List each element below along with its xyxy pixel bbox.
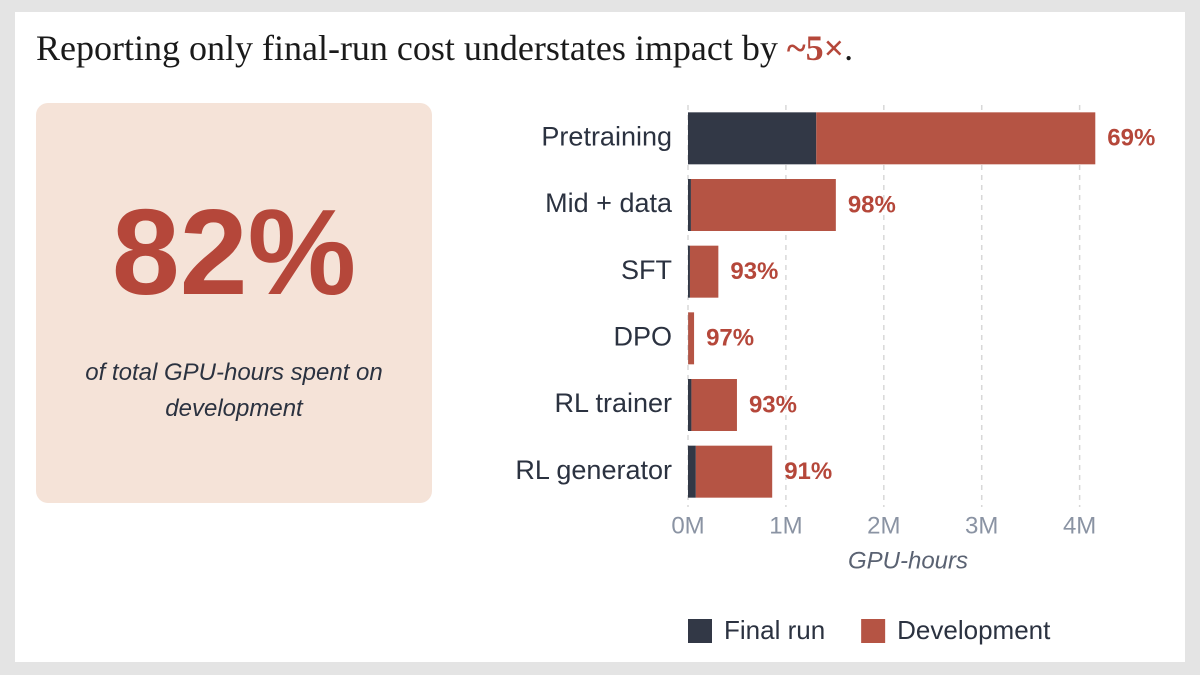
x-tick-label: 2M <box>867 512 900 539</box>
stat-value: 82% <box>111 184 357 320</box>
x-axis-label: GPU-hours <box>848 547 968 574</box>
y-tick-label: Mid + data <box>545 188 673 218</box>
bar-segment <box>695 445 773 498</box>
x-tick-label: 3M <box>965 512 998 539</box>
bar-segment <box>688 179 691 231</box>
share-label: 98% <box>848 191 896 218</box>
legend-label: Final run <box>724 615 825 645</box>
bar-segment <box>688 112 817 165</box>
bar-segment <box>688 312 695 365</box>
bar-segment <box>688 245 690 298</box>
x-tick-label: 4M <box>1063 512 1096 539</box>
y-tick-label: SFT <box>621 255 672 285</box>
y-tick-label: RL generator <box>515 455 672 485</box>
bar-segment <box>688 445 696 498</box>
title-highlight: ~5× <box>787 28 844 68</box>
y-tick-label: DPO <box>613 321 672 351</box>
title-text: Reporting only final-run cost understate… <box>36 28 787 68</box>
share-label: 93% <box>730 258 778 285</box>
x-tick-label: 0M <box>671 512 704 539</box>
title-end: . <box>844 28 853 68</box>
bar-segment <box>688 379 692 431</box>
bar-segment <box>691 379 737 431</box>
share-label: 69% <box>1107 125 1155 152</box>
stat-card: 82% of total GPU-hours spent on developm… <box>36 103 432 503</box>
bar-segment <box>689 245 719 298</box>
y-tick-label: RL trainer <box>554 388 672 418</box>
bar-segment <box>690 179 836 231</box>
headline-title: Reporting only final-run cost understate… <box>36 28 853 68</box>
bar-segment <box>816 112 1096 165</box>
legend-label: Development <box>897 615 1051 645</box>
share-label: 97% <box>706 325 754 352</box>
legend-swatch <box>688 619 712 643</box>
legend-swatch <box>861 619 886 643</box>
y-tick-label: Pretraining <box>541 121 672 151</box>
share-label: 93% <box>749 391 797 418</box>
share-label: 91% <box>784 458 832 485</box>
x-tick-label: 1M <box>769 512 802 539</box>
stat-caption: of total GPU-hours spent on development <box>85 359 383 422</box>
